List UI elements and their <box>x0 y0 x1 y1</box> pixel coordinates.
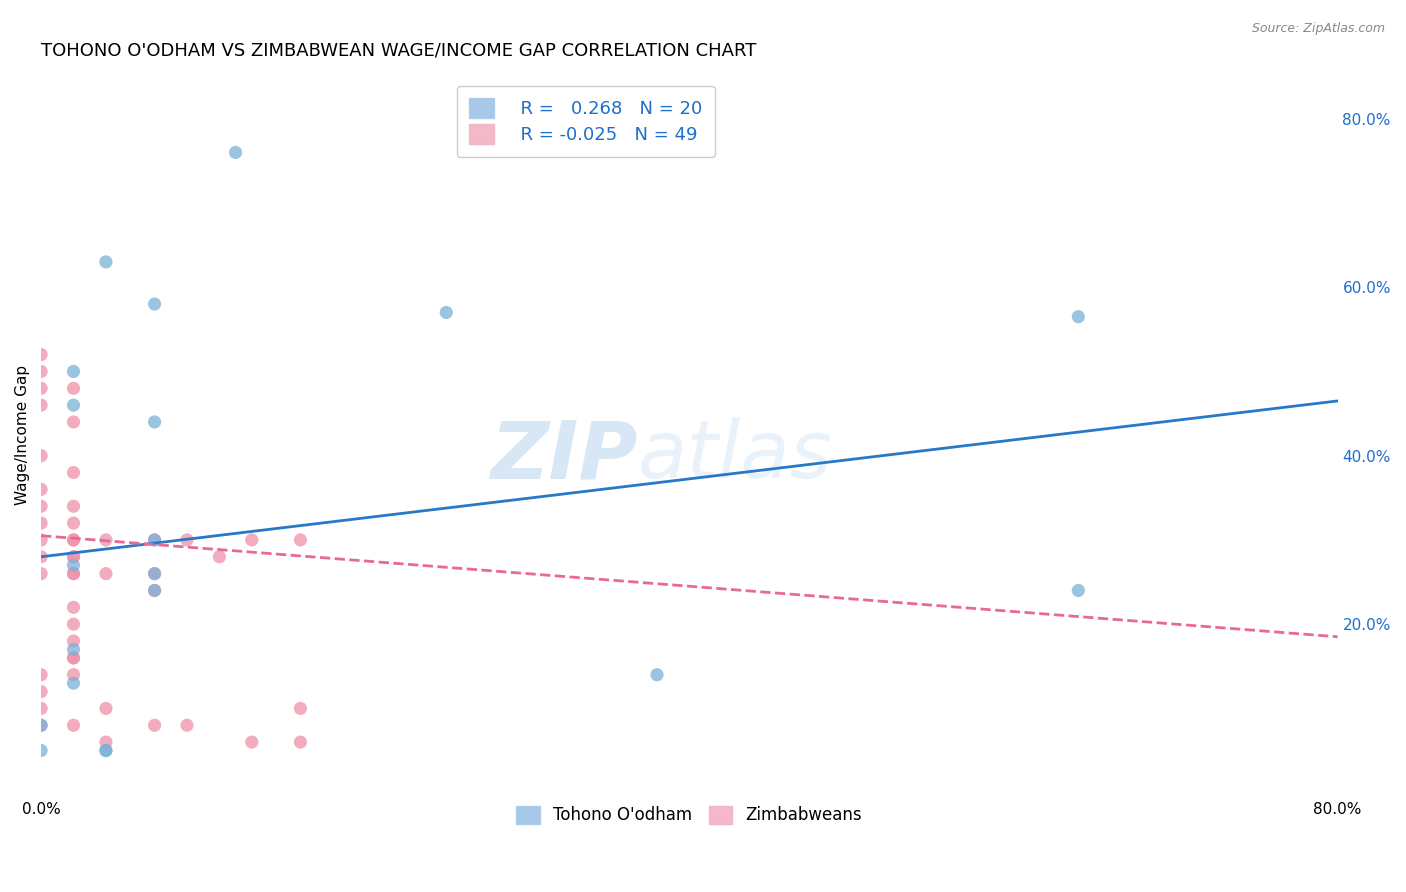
Point <box>30 701 52 715</box>
Point <box>208 549 231 564</box>
Point <box>94 743 117 757</box>
Text: Source: ZipAtlas.com: Source: ZipAtlas.com <box>1251 22 1385 36</box>
Point <box>30 500 52 514</box>
Point <box>240 533 263 547</box>
Legend: Tohono O'odham, Zimbabweans: Tohono O'odham, Zimbabweans <box>506 796 872 834</box>
Point <box>94 566 117 581</box>
Point <box>62 549 84 564</box>
Point <box>62 566 84 581</box>
Point <box>240 735 263 749</box>
Point <box>62 600 84 615</box>
Point <box>645 667 668 681</box>
Point <box>62 617 84 632</box>
Y-axis label: Wage/Income Gap: Wage/Income Gap <box>15 365 30 505</box>
Point <box>62 466 84 480</box>
Point <box>62 500 84 514</box>
Point <box>143 533 166 547</box>
Point <box>30 718 52 732</box>
Point <box>143 583 166 598</box>
Text: atlas: atlas <box>637 417 832 495</box>
Point <box>62 364 84 378</box>
Point <box>30 364 52 378</box>
Point <box>30 667 52 681</box>
Point <box>30 381 52 395</box>
Point <box>30 533 52 547</box>
Point <box>30 566 52 581</box>
Point <box>290 735 312 749</box>
Point <box>176 718 198 732</box>
Point <box>62 533 84 547</box>
Point <box>143 566 166 581</box>
Point <box>143 583 166 598</box>
Point <box>1067 583 1090 598</box>
Point <box>143 533 166 547</box>
Point <box>94 735 117 749</box>
Point <box>30 718 52 732</box>
Point <box>62 718 84 732</box>
Point <box>62 667 84 681</box>
Point <box>143 297 166 311</box>
Point <box>62 634 84 648</box>
Point <box>30 684 52 698</box>
Point <box>30 398 52 412</box>
Point <box>62 566 84 581</box>
Point <box>290 533 312 547</box>
Point <box>30 743 52 757</box>
Point <box>30 516 52 530</box>
Point <box>94 701 117 715</box>
Point <box>225 145 247 160</box>
Point <box>94 743 117 757</box>
Point <box>30 549 52 564</box>
Point <box>62 398 84 412</box>
Point <box>62 415 84 429</box>
Point <box>1067 310 1090 324</box>
Point <box>176 533 198 547</box>
Point <box>62 516 84 530</box>
Point <box>94 255 117 269</box>
Point <box>94 533 117 547</box>
Point <box>62 651 84 665</box>
Point <box>30 449 52 463</box>
Point <box>62 642 84 657</box>
Point <box>62 651 84 665</box>
Point <box>62 381 84 395</box>
Point <box>30 348 52 362</box>
Text: TOHONO O'ODHAM VS ZIMBABWEAN WAGE/INCOME GAP CORRELATION CHART: TOHONO O'ODHAM VS ZIMBABWEAN WAGE/INCOME… <box>41 42 756 60</box>
Point <box>290 701 312 715</box>
Point <box>143 718 166 732</box>
Point <box>143 415 166 429</box>
Point <box>143 566 166 581</box>
Point <box>62 549 84 564</box>
Point <box>62 558 84 573</box>
Point <box>62 676 84 690</box>
Text: ZIP: ZIP <box>491 417 637 495</box>
Point <box>30 483 52 497</box>
Point <box>62 533 84 547</box>
Point <box>434 305 457 319</box>
